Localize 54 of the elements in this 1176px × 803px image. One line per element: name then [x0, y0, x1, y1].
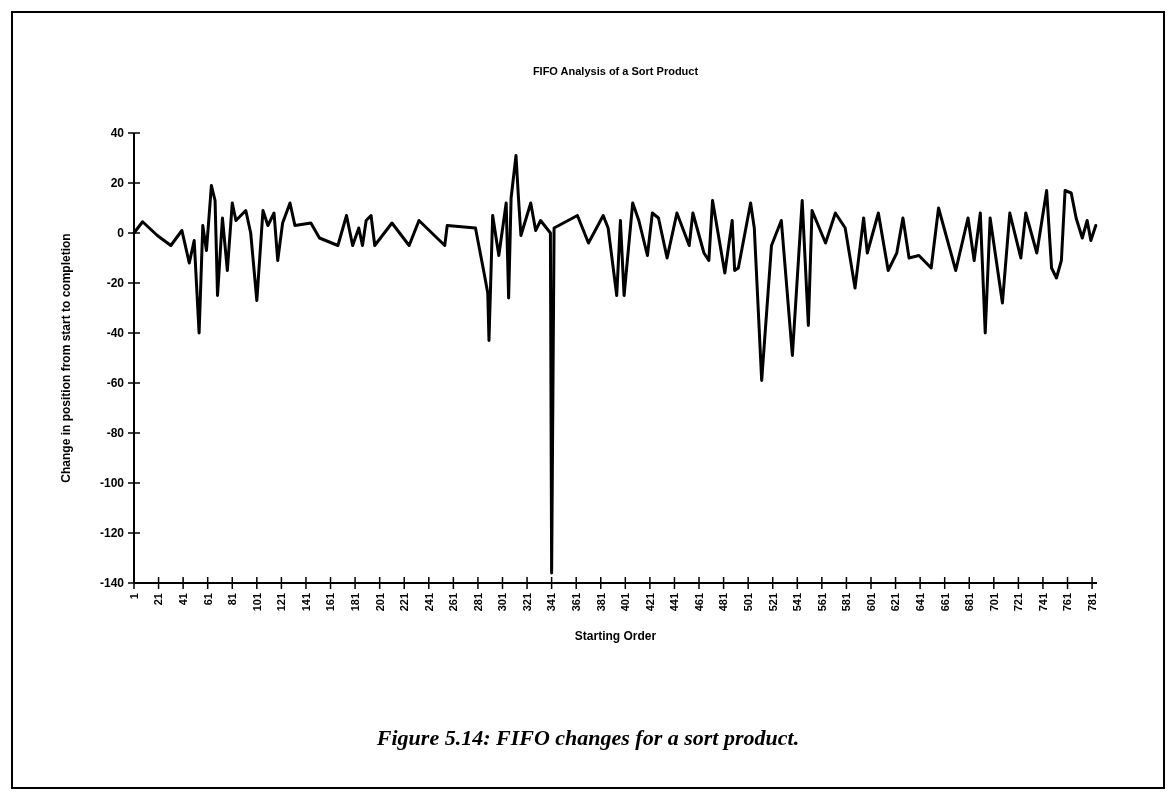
x-tick-label: 621	[889, 593, 902, 612]
x-tick-label: 261	[447, 593, 460, 612]
x-tick-label: 561	[815, 593, 828, 612]
x-tick-label: 541	[791, 593, 804, 612]
x-tick-label: 661	[938, 593, 951, 612]
x-tick-label: 721	[1012, 593, 1025, 612]
x-tick-label: 141	[299, 593, 312, 612]
x-tick-label: 361	[570, 593, 583, 612]
y-tick-label: -120	[99, 526, 125, 541]
x-tick-label: 81	[226, 593, 239, 606]
x-tick-label: 681	[963, 593, 976, 612]
x-tick-label: 241	[422, 593, 435, 612]
x-tick-label: 201	[373, 593, 386, 612]
x-tick-label: 1	[127, 593, 140, 600]
x-tick-label: 501	[742, 593, 755, 612]
x-tick-label: 21	[152, 593, 165, 606]
x-tick-label: 701	[987, 593, 1000, 612]
x-tick-label: 301	[496, 593, 509, 612]
x-tick-label: 401	[619, 593, 632, 612]
x-tick-label: 581	[840, 593, 853, 612]
y-tick-label: -100	[99, 476, 125, 491]
y-tick-label: -80	[106, 426, 125, 441]
x-tick-label: 381	[594, 593, 607, 612]
y-tick-label: -40	[106, 326, 125, 341]
x-tick-label: 441	[668, 593, 681, 612]
x-tick-label: 461	[692, 593, 705, 612]
y-axis-title: Change in position from start to completion	[59, 233, 73, 483]
x-axis-title: Starting Order	[574, 629, 657, 643]
x-tick-label: 641	[913, 593, 926, 612]
x-tick-label: 421	[643, 593, 656, 612]
x-tick-label: 61	[201, 593, 214, 606]
y-tick-label: 20	[110, 176, 125, 191]
chart-title: FIFO Analysis of a Sort Product	[532, 65, 699, 77]
x-tick-label: 741	[1036, 593, 1049, 612]
x-tick-label: 341	[545, 593, 558, 612]
x-tick-label: 321	[520, 593, 533, 612]
caption: Figure 5.14: FIFO changes for a sort product.	[375, 725, 800, 750]
x-tick-label: 481	[717, 593, 730, 612]
x-tick-label: 281	[471, 593, 484, 612]
x-tick-label: 221	[398, 593, 411, 612]
y-tick-label: 0	[117, 226, 125, 241]
y-tick-label: 40	[110, 126, 125, 141]
x-tick-label: 781	[1085, 593, 1098, 612]
x-tick-label: 41	[176, 593, 189, 606]
x-tick-label: 101	[250, 593, 263, 612]
x-tick-label: 601	[864, 593, 877, 612]
x-tick-label: 121	[275, 593, 288, 612]
x-tick-label: 761	[1061, 593, 1074, 612]
y-tick-label: -20	[106, 276, 125, 291]
y-tick-label: -60	[106, 376, 125, 391]
x-tick-label: 521	[766, 593, 779, 612]
y-tick-label: -140	[99, 576, 125, 591]
x-tick-label: 161	[324, 593, 337, 612]
x-tick-label: 181	[348, 593, 361, 612]
